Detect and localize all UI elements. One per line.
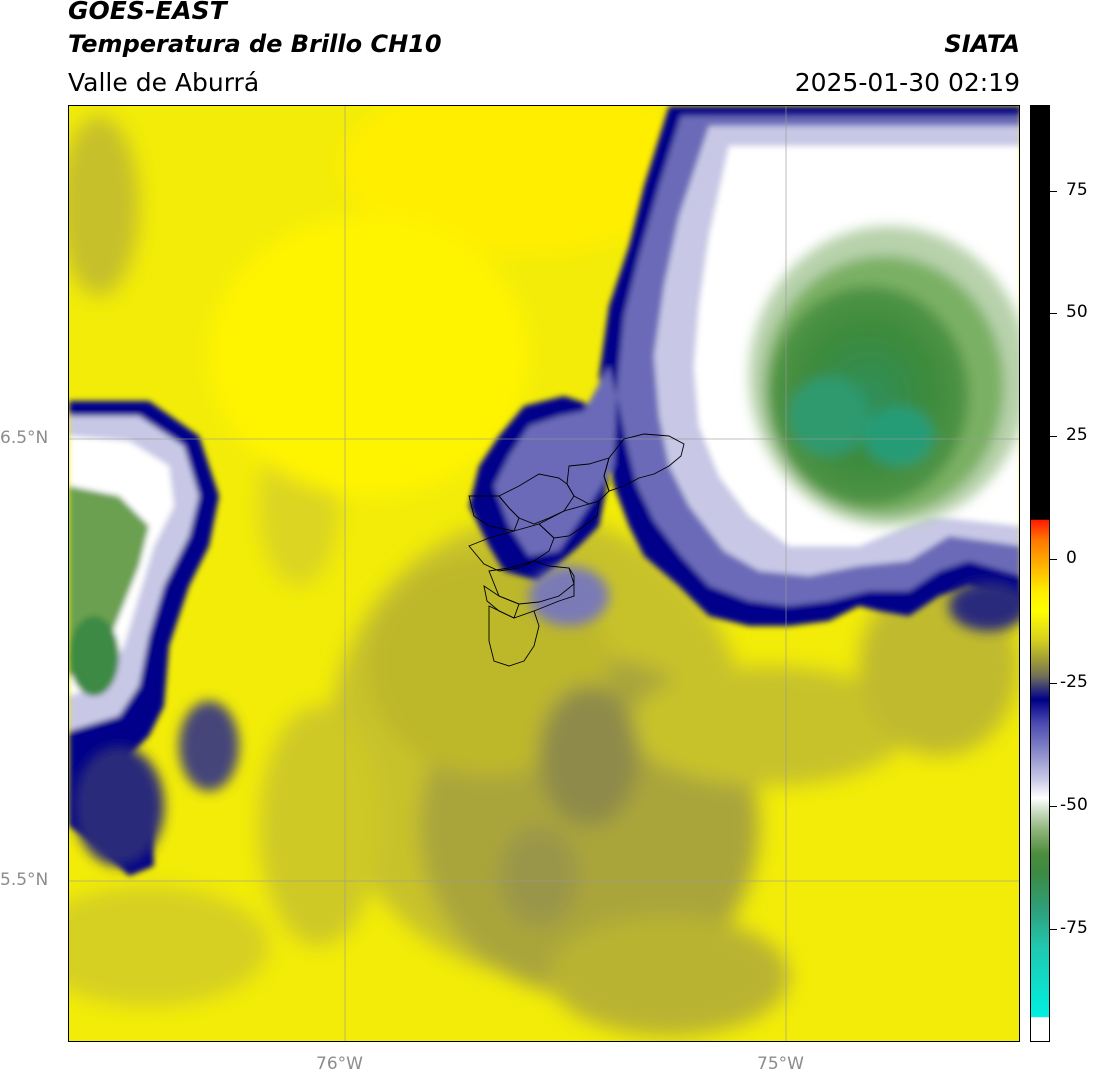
satellite-title: GOES-EAST: [68, 0, 227, 25]
colorbar-label: 0: [1066, 548, 1077, 568]
lat-label-5-5: 5.5°N: [0, 870, 49, 890]
colorbar: [1030, 105, 1050, 1042]
lon-label-76: 76°W: [316, 1054, 363, 1074]
municipality-outlines: [468, 433, 685, 667]
colorbar-label: -25: [1060, 672, 1088, 692]
datetime-label: 2025-01-30 02:19: [794, 68, 1020, 97]
colorbar-label: 25: [1066, 425, 1088, 445]
colorbar-tick: [1050, 559, 1057, 560]
cold-spots-southwest: [74, 566, 1019, 866]
colorbar-tick: [1050, 806, 1057, 807]
gridlines: [69, 106, 1019, 1041]
colorbar-tick: [1050, 191, 1057, 192]
colorbar-label: -50: [1060, 795, 1088, 815]
colorbar-tick: [1050, 683, 1057, 684]
region-subtitle: Valle de Aburrá: [68, 68, 260, 97]
agency-label: SIATA: [944, 30, 1020, 58]
cloud-core-green: [749, 226, 1019, 526]
brightness-temperature-map: [68, 105, 1020, 1042]
lon-label-75: 75°W: [757, 1054, 804, 1074]
lat-label-6-5: 6.5°N: [0, 428, 49, 448]
colorbar-tick: [1050, 929, 1057, 930]
olive-patches: [69, 116, 1019, 1036]
colorbar-label: -75: [1060, 918, 1088, 938]
product-title: Temperatura de Brillo CH10: [68, 30, 442, 58]
bright-yellow-zone: [209, 106, 699, 496]
colorbar-tick: [1050, 436, 1057, 437]
colorbar-label: 75: [1066, 180, 1088, 200]
colorbar-tick: [1050, 313, 1057, 314]
colorbar-label: 50: [1066, 302, 1088, 322]
